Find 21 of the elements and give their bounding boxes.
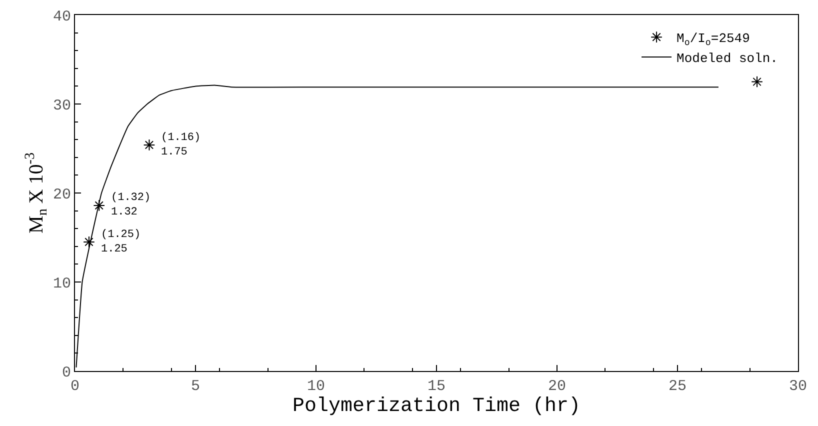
x-tick-label: 20 bbox=[548, 378, 566, 395]
y-tick-label: 0 bbox=[62, 364, 71, 382]
y-tick-label: 40 bbox=[52, 8, 71, 26]
point bbox=[83, 236, 95, 248]
point bbox=[93, 200, 105, 212]
annotation: (1.32) 1.32 bbox=[111, 192, 151, 218]
x-tick-label: 25 bbox=[668, 378, 687, 395]
point bbox=[751, 76, 763, 88]
x-tick-label: 30 bbox=[788, 378, 808, 395]
point bbox=[143, 139, 156, 151]
annotation: (1.16) 1.75 bbox=[161, 132, 201, 158]
x-tick-label: 15 bbox=[427, 378, 446, 395]
x-tick-label: 5 bbox=[190, 378, 200, 395]
x-tick-label: 10 bbox=[306, 378, 326, 395]
y-tick-label: 10 bbox=[52, 275, 71, 292]
legend-label: M$_{o}$/I$_{o}$=2549 bbox=[676, 31, 750, 48]
x-axis-title: Polymerization Time (hr) bbox=[292, 395, 581, 418]
annotation: (1.25) 1.25 bbox=[101, 229, 141, 256]
y-tick-label: 20 bbox=[52, 186, 71, 204]
y-tick-label: 30 bbox=[52, 97, 71, 114]
legend-label: Modeled soln. bbox=[676, 51, 778, 66]
